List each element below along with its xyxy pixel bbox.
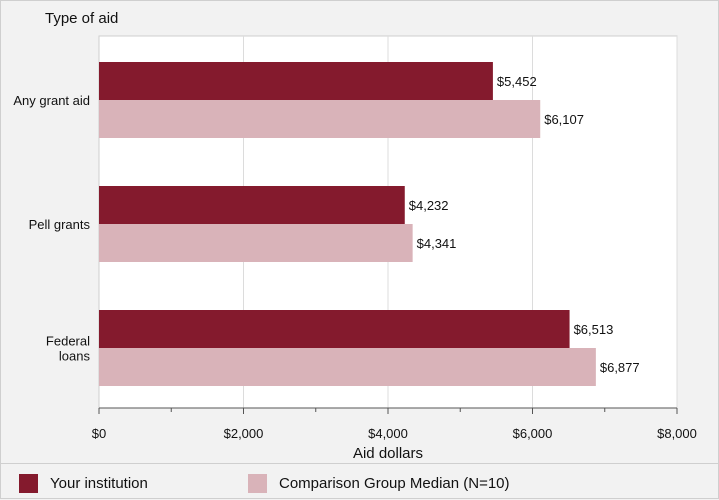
data-label: $6,877 bbox=[600, 360, 640, 375]
bar bbox=[99, 310, 570, 348]
bar-chart: Type of aid $5,452 $6,107 $4,232 $4,341 $6,5… bbox=[13, 10, 696, 462]
axes: $0 $2,000 $4,000 $6,000 $8,000 Any grant aid P… bbox=[13, 93, 696, 441]
x-tick-label: $0 bbox=[92, 426, 106, 441]
bar bbox=[99, 224, 413, 262]
category-label: Pell grants bbox=[29, 217, 91, 232]
category-label: Federal loans bbox=[46, 334, 91, 364]
legend-item-comparison-group: Comparison Group Median (N=10) bbox=[248, 474, 510, 493]
bars: $5,452 $6,107 $4,232 $4,341 $6,513 $6,877 bbox=[99, 62, 640, 386]
bar bbox=[99, 100, 541, 138]
legend-swatch-comparison-group bbox=[248, 474, 267, 493]
x-tick-label: $6,000 bbox=[513, 426, 553, 441]
data-label: $6,107 bbox=[544, 112, 584, 127]
bar bbox=[99, 186, 405, 224]
data-label: $4,232 bbox=[409, 198, 449, 213]
data-label: $4,341 bbox=[417, 236, 457, 251]
category-label: Any grant aid bbox=[13, 93, 90, 108]
legend: Your institution Comparison Group Median… bbox=[1, 463, 718, 500]
data-label: $5,452 bbox=[497, 74, 537, 89]
legend-swatch-your-institution bbox=[19, 474, 38, 493]
x-tick-label: $8,000 bbox=[657, 426, 697, 441]
legend-item-your-institution: Your institution bbox=[19, 474, 148, 493]
bar bbox=[99, 348, 596, 386]
data-label: $6,513 bbox=[574, 322, 614, 337]
legend-label-your-institution: Your institution bbox=[50, 475, 148, 492]
legend-label-comparison-group: Comparison Group Median (N=10) bbox=[279, 475, 510, 492]
bar bbox=[99, 62, 493, 100]
chart-title: Type of aid bbox=[45, 10, 118, 27]
x-tick-label: $2,000 bbox=[224, 426, 264, 441]
x-axis-label: Aid dollars bbox=[353, 445, 423, 461]
x-tick-label: $4,000 bbox=[368, 426, 408, 441]
